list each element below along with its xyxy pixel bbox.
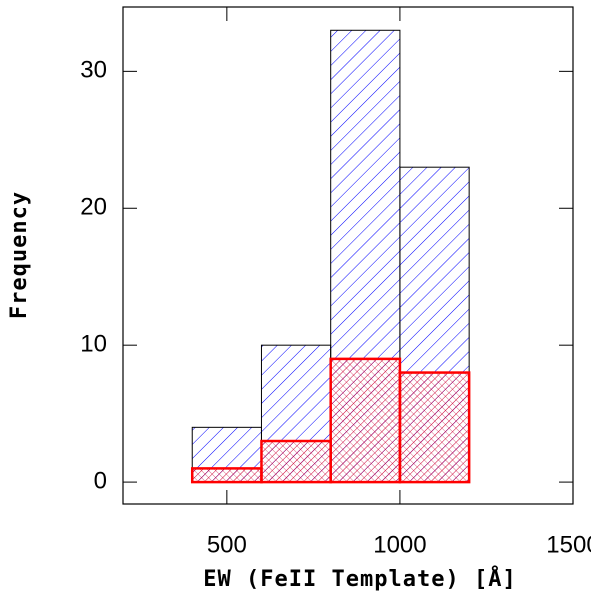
histogram-bar: [190, 467, 263, 484]
histogram-bar: [398, 371, 471, 484]
plot-frame: [122, 6, 574, 505]
histogram-bar: [329, 357, 402, 484]
x-tick-label: 500: [207, 531, 247, 558]
y-axis-label: Frequency: [7, 191, 32, 319]
y-tick-label: 30: [80, 57, 107, 84]
x-axis-label: EW (FeII Template) [Å]: [203, 566, 516, 592]
histogram-bar: [260, 439, 332, 484]
x-tick-label: 1000: [373, 531, 426, 558]
y-tick-label: 20: [80, 194, 107, 221]
y-tick-label: 10: [80, 331, 107, 358]
y-tick-label: 0: [94, 467, 107, 494]
